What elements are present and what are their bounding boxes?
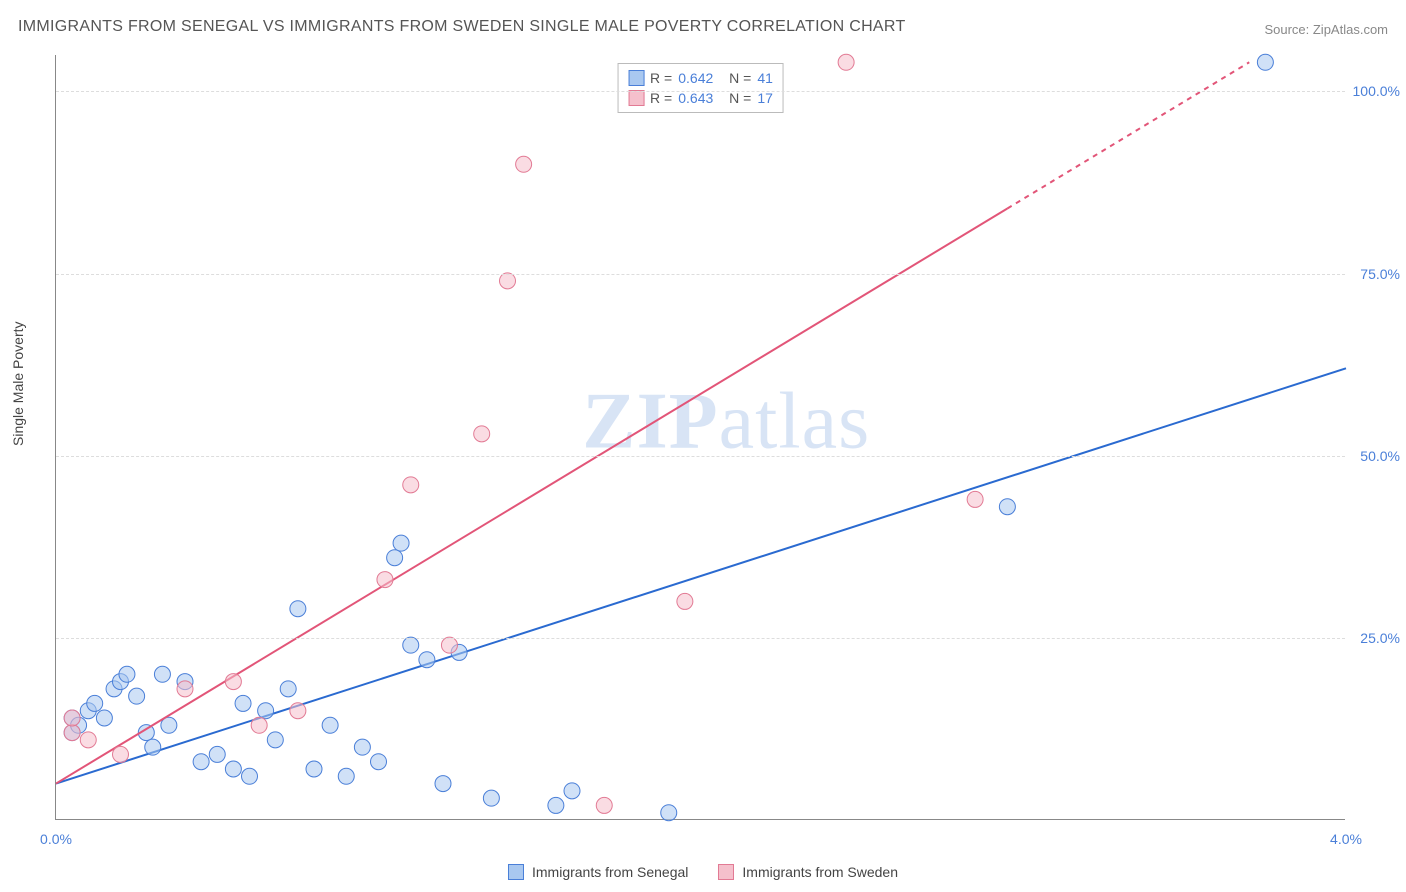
source-label: Source: ZipAtlas.com — [1264, 22, 1388, 37]
gridline — [56, 274, 1345, 275]
x-tick-label: 0.0% — [40, 831, 72, 847]
swatch-sweden-bottom — [718, 864, 734, 880]
legend-row-senegal: R = 0.642 N = 41 — [628, 68, 773, 88]
y-tick-label: 50.0% — [1360, 448, 1400, 464]
n-value-senegal: 41 — [757, 70, 773, 86]
plot-area: ZIPatlas R = 0.642 N = 41 R = 0.643 N = … — [55, 55, 1345, 820]
gridline — [56, 638, 1345, 639]
legend-item-sweden: Immigrants from Sweden — [718, 864, 898, 880]
legend-label-senegal: Immigrants from Senegal — [532, 864, 688, 880]
swatch-senegal-bottom — [508, 864, 524, 880]
y-tick-label: 100.0% — [1353, 83, 1400, 99]
chart-title: IMMIGRANTS FROM SENEGAL VS IMMIGRANTS FR… — [18, 18, 906, 36]
chart-container: IMMIGRANTS FROM SENEGAL VS IMMIGRANTS FR… — [0, 0, 1406, 892]
legend-item-senegal: Immigrants from Senegal — [508, 864, 688, 880]
r-value-senegal: 0.642 — [678, 70, 713, 86]
legend-label-sweden: Immigrants from Sweden — [742, 864, 898, 880]
y-tick-label: 75.0% — [1360, 266, 1400, 282]
gridline — [56, 91, 1345, 92]
swatch-senegal — [628, 70, 644, 86]
gridline — [56, 456, 1345, 457]
y-tick-label: 25.0% — [1360, 630, 1400, 646]
plot-svg — [56, 55, 1345, 819]
legend-series: Immigrants from Senegal Immigrants from … — [508, 864, 898, 880]
x-tick-label: 4.0% — [1330, 831, 1362, 847]
y-axis-label: Single Male Poverty — [10, 321, 26, 446]
legend-correlation: R = 0.642 N = 41 R = 0.643 N = 17 — [617, 63, 784, 113]
